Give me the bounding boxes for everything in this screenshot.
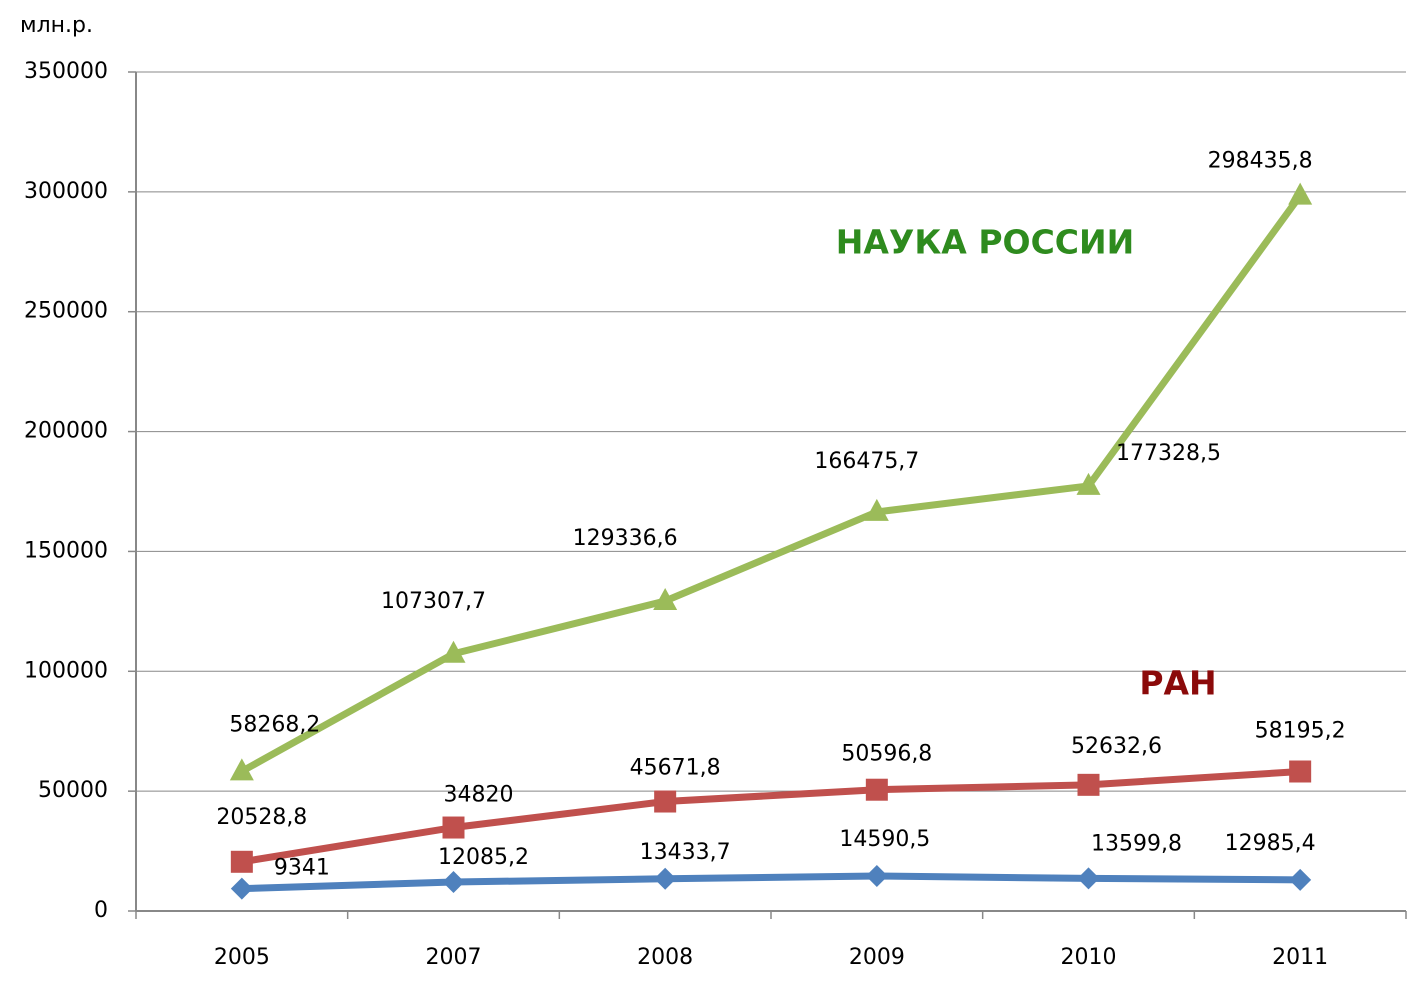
data-label: 14590,5 bbox=[839, 827, 930, 852]
x-tick-label: 2011 bbox=[1272, 945, 1328, 970]
data-label: 50596,8 bbox=[841, 742, 932, 767]
y-tick-label: 0 bbox=[94, 898, 108, 923]
x-tick-label: 2009 bbox=[849, 945, 905, 970]
series-line bbox=[241, 872, 1301, 893]
data-label: 129336,6 bbox=[573, 526, 678, 551]
data-label: 13433,7 bbox=[640, 840, 731, 865]
y-tick-label: 200000 bbox=[24, 419, 108, 444]
y-axis-label: млн.р. bbox=[20, 13, 93, 38]
marker bbox=[1289, 760, 1312, 783]
x-tick-label: 2010 bbox=[1061, 945, 1117, 970]
marker bbox=[442, 816, 465, 839]
data-label: 12985,4 bbox=[1225, 831, 1316, 856]
marker bbox=[865, 778, 888, 801]
marker bbox=[1076, 472, 1101, 495]
marker bbox=[229, 758, 254, 781]
series-line bbox=[241, 768, 1301, 866]
marker bbox=[654, 867, 677, 890]
marker bbox=[230, 850, 253, 873]
data-label: 45671,8 bbox=[630, 756, 721, 781]
y-tick-label: 50000 bbox=[38, 778, 108, 803]
data-label: 58195,2 bbox=[1255, 718, 1346, 743]
data-label: 298435,8 bbox=[1208, 149, 1313, 174]
data-label: 58268,2 bbox=[229, 712, 320, 737]
x-tick-label: 2008 bbox=[637, 945, 693, 970]
marker bbox=[1077, 773, 1100, 796]
marker bbox=[653, 587, 678, 610]
x-tick-label: 2005 bbox=[214, 945, 270, 970]
marker bbox=[1077, 867, 1100, 890]
series-name: РАН bbox=[1139, 664, 1216, 703]
data-label: 13599,8 bbox=[1091, 831, 1182, 856]
y-tick-label: 300000 bbox=[24, 179, 108, 204]
marker bbox=[441, 640, 466, 663]
data-label: 52632,6 bbox=[1071, 734, 1162, 759]
marker bbox=[1289, 868, 1312, 891]
data-label: 177328,5 bbox=[1116, 441, 1221, 466]
data-label: 107307,7 bbox=[381, 589, 486, 614]
data-label: 20528,8 bbox=[216, 805, 307, 830]
marker bbox=[230, 877, 253, 900]
marker bbox=[864, 498, 889, 521]
x-tick-label: 2007 bbox=[426, 945, 482, 970]
y-tick-label: 250000 bbox=[24, 299, 108, 324]
data-label: 12085,2 bbox=[438, 845, 529, 870]
marker bbox=[1288, 182, 1313, 205]
data-label: 34820 bbox=[444, 783, 514, 808]
y-tick-label: 150000 bbox=[24, 538, 108, 563]
data-label: 166475,7 bbox=[814, 449, 919, 474]
y-tick-label: 100000 bbox=[24, 658, 108, 683]
series-name: НАУКА РОССИИ bbox=[836, 223, 1135, 262]
y-tick-label: 350000 bbox=[24, 59, 108, 84]
marker bbox=[654, 790, 677, 813]
series-line bbox=[240, 193, 1303, 775]
marker bbox=[865, 865, 888, 888]
marker bbox=[442, 871, 465, 894]
data-label: 9341 bbox=[274, 856, 330, 881]
